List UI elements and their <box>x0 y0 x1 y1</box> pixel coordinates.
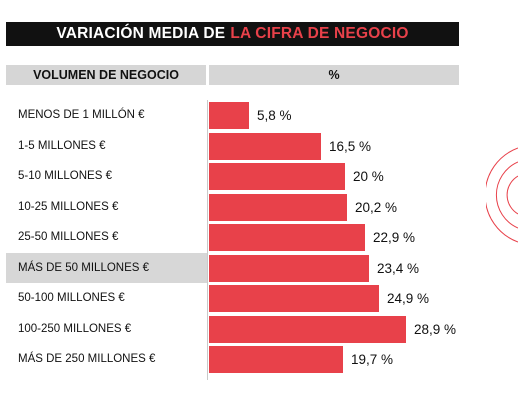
value-label: 28,9 % <box>414 321 457 337</box>
value-label: 5,8 % <box>257 108 292 123</box>
value-label: 23,4 % <box>377 260 420 276</box>
bar <box>209 346 343 373</box>
value-label: 24,9 % <box>387 291 430 306</box>
title-part-1: VARIACIÓN MEDIA DE <box>56 25 226 42</box>
value-label: 20 % <box>353 169 384 184</box>
bar <box>209 224 365 251</box>
bar <box>209 193 347 221</box>
category-label: 5-10 MILLONES € <box>18 170 112 182</box>
value-label: 20,2 % <box>355 199 398 215</box>
chart-title: VARIACIÓN MEDIA DE LA CIFRA DE NEGOCIO <box>6 22 459 46</box>
value-label: 16,5 % <box>329 138 372 154</box>
axis-line <box>207 100 208 380</box>
header-volumen: VOLUMEN DE NEGOCIO <box>6 65 206 85</box>
category-label: MENOS DE 1 MILLÓN € <box>18 109 145 121</box>
category-label: MÁS DE 250 MILLONES € <box>18 353 156 365</box>
bar <box>209 315 406 343</box>
bar <box>209 102 249 129</box>
value-label: 22,9 % <box>373 230 416 245</box>
value-label: 19,7 % <box>351 352 394 367</box>
category-label: 50-100 MILLONES € <box>18 292 125 304</box>
decorative-circles <box>486 147 518 243</box>
category-label: 1-5 MILLONES € <box>18 139 106 152</box>
highlight-row-bg <box>6 252 207 283</box>
title-part-2: LA CIFRA DE NEGOCIO <box>230 25 409 42</box>
category-label: MÁS DE 50 MILLONES € <box>18 261 150 274</box>
bar <box>209 285 379 312</box>
bar <box>209 163 345 190</box>
category-label: 100-250 MILLONES € <box>18 322 132 335</box>
bar <box>209 132 321 160</box>
category-label: 10-25 MILLONES € <box>18 200 119 213</box>
bar <box>209 254 369 282</box>
header-percent: % <box>209 65 459 85</box>
category-label: 25-50 MILLONES € <box>18 231 119 243</box>
